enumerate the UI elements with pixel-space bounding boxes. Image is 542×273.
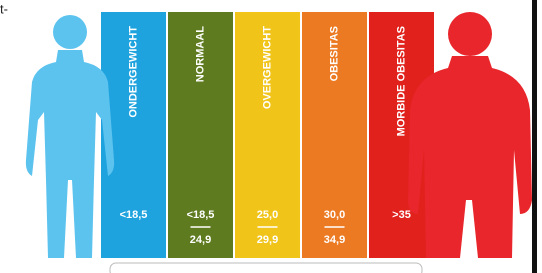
- range-value: 29,9: [257, 234, 278, 246]
- bmi-columns: ONDERGEWICHT <18,5 NORMAAL <18,5 24,9 OVERGEW…: [101, 12, 434, 258]
- column-label: MORBIDE OBESITAS: [395, 26, 407, 136]
- column-label: OVERGEWICHT: [261, 26, 273, 109]
- infographic: t- ONDERGEWICHT <18,5 NORMAAL <18,5 24,9 OVER…: [0, 0, 542, 273]
- range-value: 34,9: [324, 234, 345, 246]
- range-value: >35: [392, 209, 411, 221]
- range-value: 30,0: [324, 209, 345, 221]
- text-fragment: t-: [0, 1, 8, 16]
- range-value: 24,9: [190, 234, 211, 246]
- column-label: ONDERGEWICHT: [127, 26, 139, 118]
- range-value: <18,5: [187, 209, 215, 221]
- column-label: OBESITAS: [328, 26, 340, 81]
- range-value: 25,0: [257, 209, 278, 221]
- bottom-bar: [110, 263, 422, 273]
- range-value: <18,5: [120, 209, 148, 221]
- frame-border: [532, 0, 537, 273]
- column-label: NORMAAL: [194, 26, 206, 82]
- slim-silhouette: [26, 15, 114, 258]
